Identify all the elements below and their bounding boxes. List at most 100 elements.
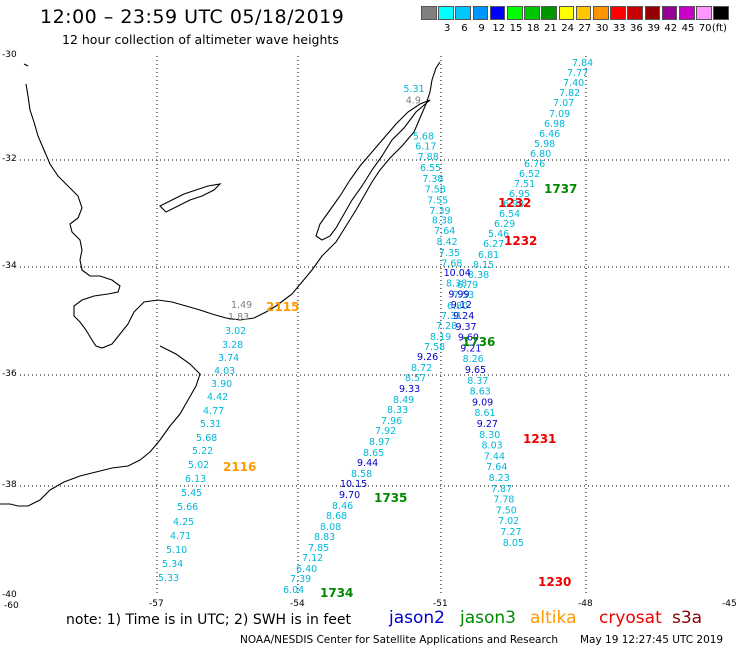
legend-entry: jason3 [460, 608, 516, 628]
wave-height-value: 9.60 [458, 333, 479, 344]
pass-time-label: 1734 [320, 586, 353, 600]
wave-height-value: 5.31 [403, 84, 424, 95]
scale-label: 42 [664, 23, 678, 34]
longitude-label: -54 [290, 599, 305, 609]
scale-swatch [507, 6, 523, 20]
wave-height-value: 7.92 [375, 426, 396, 437]
wave-height-value: 6.98 [544, 119, 565, 130]
wave-height-value: 9.27 [477, 419, 498, 430]
scale-label: 9 [478, 23, 485, 34]
wave-height-value: 7.39 [290, 574, 311, 585]
wave-height-value: 9.70 [339, 490, 360, 501]
wave-height-value: 9.44 [357, 458, 378, 469]
wave-height-value: 5.68 [413, 132, 434, 143]
wave-height-value: 7.58 [424, 342, 445, 353]
wave-height-value: 8.08 [320, 522, 341, 533]
credit-line: NOAA/NESDIS Center for Satellite Applica… [240, 634, 558, 646]
wave-height-value: 7.87 [491, 484, 512, 495]
scale-label: 21 [544, 23, 557, 34]
wave-height-value: 1.83 [228, 312, 249, 323]
scale-swatch [438, 6, 454, 20]
wave-height-value: 9.09 [472, 397, 493, 408]
wave-height-value: 3.74 [218, 353, 239, 364]
wave-height-value: 5.10 [166, 545, 187, 556]
map-title: 12:00 – 23:59 UTC 05/18/2019 [40, 6, 345, 28]
scale-label: 45 [681, 23, 695, 34]
wave-height-value: 5.02 [188, 460, 209, 471]
wave-height-value: 6.52 [519, 169, 540, 180]
latitude-label: -40 [2, 590, 17, 600]
wave-height-value: 4.77 [203, 406, 224, 417]
scale-swatch [489, 6, 506, 20]
wave-height-value: 8.97 [369, 437, 390, 448]
wave-height-value: 8.19 [430, 332, 451, 343]
legend-entry: altika [530, 608, 577, 628]
pass-time-label: 1232 [504, 234, 537, 248]
longitude-label: -51 [433, 599, 448, 609]
footnote: note: 1) Time is in UTC; 2) SWH is in fe… [66, 612, 352, 628]
pass-time-label: 1735 [374, 491, 407, 505]
wave-height-value: 8.65 [363, 448, 384, 459]
wave-height-value: 5.45 [181, 488, 202, 499]
wave-height-value: 7.85 [308, 543, 329, 554]
wave-height-value: 6.76 [524, 159, 545, 170]
longitude-label: -60 [4, 601, 19, 611]
wave-height-value: 4.25 [173, 517, 194, 528]
wave-height-value: 6.95 [509, 189, 530, 200]
pass-time-label: 1736 [462, 335, 495, 349]
wave-height-value: 3.02 [225, 326, 246, 337]
wave-height-value: 4.71 [170, 531, 191, 542]
wave-height-value: 5.34 [162, 559, 183, 570]
scale-swatch [421, 6, 437, 20]
scale-label: 39 [647, 23, 660, 34]
scale-swatch [679, 6, 695, 20]
pass-time-label: 2116 [223, 460, 256, 474]
wave-height-value: 7.96 [381, 416, 402, 427]
altimeter-tracks: 7.847.777.407.827.077.096.986.465.986.80… [158, 58, 593, 596]
wave-height-value: 6.27 [483, 239, 504, 250]
wave-height-value: 6.79 [457, 280, 478, 291]
wave-height-value: 6.29 [494, 219, 515, 230]
wave-height-value: 9.33 [399, 384, 420, 395]
wave-height-value: 7.28 [436, 321, 457, 332]
wave-height-value: 6.40 [296, 564, 317, 575]
scale-swatch [610, 6, 626, 20]
wave-height-value: 8.05 [503, 538, 524, 549]
wave-height-value: 7.77 [567, 68, 588, 79]
scale-label: 30 [595, 23, 609, 34]
scale-label: 18 [526, 23, 540, 34]
wave-height-value: 9.21 [460, 343, 481, 354]
wave-height-value: 8.38 [432, 215, 453, 226]
scale-label: 24 [561, 23, 574, 34]
scale-label: 12 [492, 23, 506, 34]
wave-height-value: 8.30 [479, 430, 500, 441]
wave-height-value: 7.55 [427, 195, 448, 206]
pass-time-label: 1231 [523, 432, 556, 446]
latitude-label: -32 [2, 154, 17, 164]
wave-height-value: 3.28 [222, 340, 243, 351]
wave-height-value: 7.44 [484, 451, 505, 462]
wave-height-value: 7.40 [563, 78, 584, 89]
wave-height-value: 7.09 [549, 109, 570, 120]
wave-height-value: 7.31 [441, 311, 462, 322]
wave-height-value: 8.38 [468, 270, 489, 281]
wave-height-value: 8.38 [446, 279, 467, 290]
scale-label: 6 [461, 23, 468, 34]
legend-entry: s3a [672, 608, 703, 628]
wave-height-value: 9.99 [448, 289, 469, 300]
wave-height-value: 5.66 [177, 502, 198, 513]
wave-height-value: 4.9 [406, 96, 421, 107]
scale-swatch [627, 6, 643, 20]
wave-height-value: 6.80 [447, 301, 468, 312]
scale-swatch [455, 6, 471, 20]
wave-height-value: 6.81 [478, 250, 499, 261]
wave-height-value: 6.17 [415, 141, 436, 152]
wave-height-value: 8.68 [326, 511, 347, 522]
wave-height-value: 4.42 [207, 392, 228, 403]
wave-height-value: 8.58 [351, 469, 372, 480]
wave-height-value: 9.65 [465, 365, 486, 376]
map-subtitle: 12 hour collection of altimeter wave hei… [62, 32, 339, 47]
wave-height-value: 5.68 [196, 433, 217, 444]
wave-height-value: 7.88 [418, 152, 439, 163]
pass-time-labels: 1737 1232 1232 2115 1736 1231 2116 1735 1230 1734 [223, 182, 577, 600]
